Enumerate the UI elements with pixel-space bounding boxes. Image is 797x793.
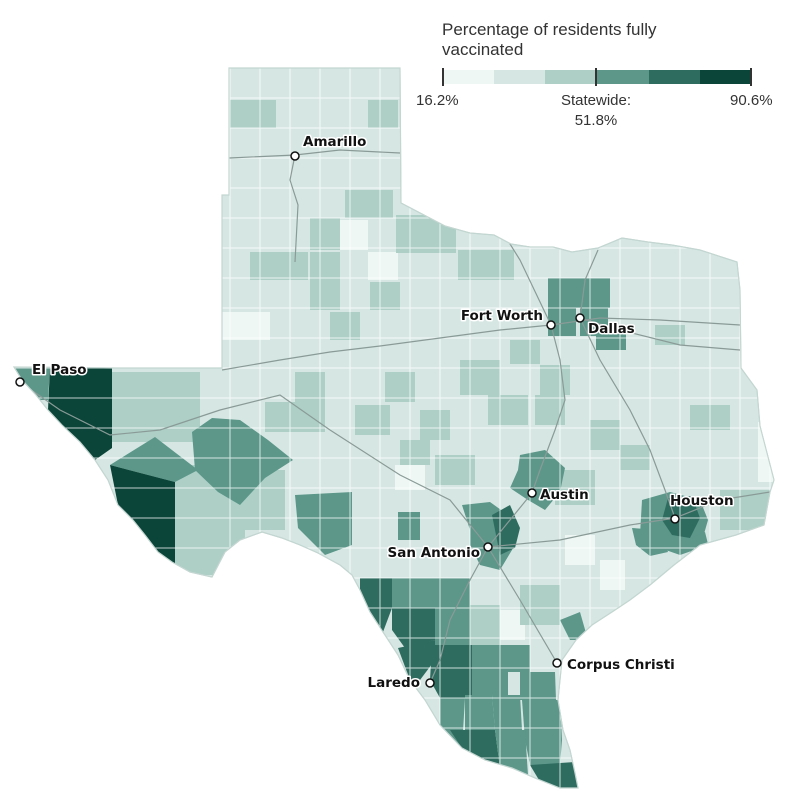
county-shading-layer — [14, 100, 774, 788]
legend-min-label: 16.2% — [416, 92, 459, 109]
highway-lines — [19, 149, 771, 684]
city-marker-el-paso — [15, 377, 25, 387]
city-amarillo: Amarillo — [290, 133, 368, 161]
legend-swatch-2 — [493, 70, 546, 84]
legend-statewide-tick — [595, 68, 597, 86]
city-label-el-paso: El Paso — [32, 362, 87, 378]
city-label-fort-worth: Fort Worth — [461, 308, 543, 324]
city-marker-houston — [670, 514, 680, 524]
city-dallas: Dallas — [575, 313, 636, 339]
city-marker-dallas — [575, 313, 585, 323]
city-label-dallas: Dallas — [588, 321, 635, 337]
city-san-antonio: San Antonio — [386, 542, 493, 563]
legend-max-tick — [750, 68, 752, 86]
city-label-laredo: Laredo — [368, 675, 420, 691]
city-marker-laredo — [425, 678, 435, 688]
city-corpus-christi: Corpus Christi — [552, 656, 676, 675]
city-markers: Amarillo Fort Worth Dallas El Paso Austin Hou… — [15, 133, 735, 693]
city-label-houston: Houston — [670, 493, 734, 509]
city-label-corpus-christi: Corpus Christi — [567, 657, 675, 673]
city-fort-worth: Fort Worth — [459, 307, 556, 330]
legend-color-scale — [442, 70, 753, 84]
legend-swatch-3 — [545, 70, 598, 84]
city-laredo: Laredo — [366, 674, 435, 693]
city-marker-austin — [527, 488, 537, 498]
city-label-amarillo: Amarillo — [303, 134, 366, 150]
city-marker-fort-worth — [546, 320, 556, 330]
city-austin: Austin — [527, 486, 590, 505]
city-marker-corpus-christi — [552, 658, 562, 668]
legend-swatch-4 — [597, 70, 649, 84]
legend: Percentage of residents fully vaccinated… — [416, 20, 782, 129]
legend-max-label: 90.6% — [730, 92, 773, 109]
legend-swatch-5 — [648, 70, 701, 84]
city-marker-amarillo — [290, 151, 300, 161]
legend-title: Percentage of residents fully vaccinated — [442, 20, 657, 59]
city-el-paso: El Paso — [15, 361, 88, 387]
legend-swatch-6 — [700, 70, 753, 84]
legend-statewide-label: Statewide: — [560, 92, 632, 109]
city-houston: Houston — [669, 492, 735, 524]
city-marker-san-antonio — [483, 542, 493, 552]
city-label-san-antonio: San Antonio — [388, 545, 480, 561]
legend-statewide-value: 51.8% — [574, 112, 618, 129]
legend-min-tick — [442, 68, 444, 86]
city-label-austin: Austin — [540, 487, 589, 503]
legend-swatch-1 — [442, 70, 494, 84]
